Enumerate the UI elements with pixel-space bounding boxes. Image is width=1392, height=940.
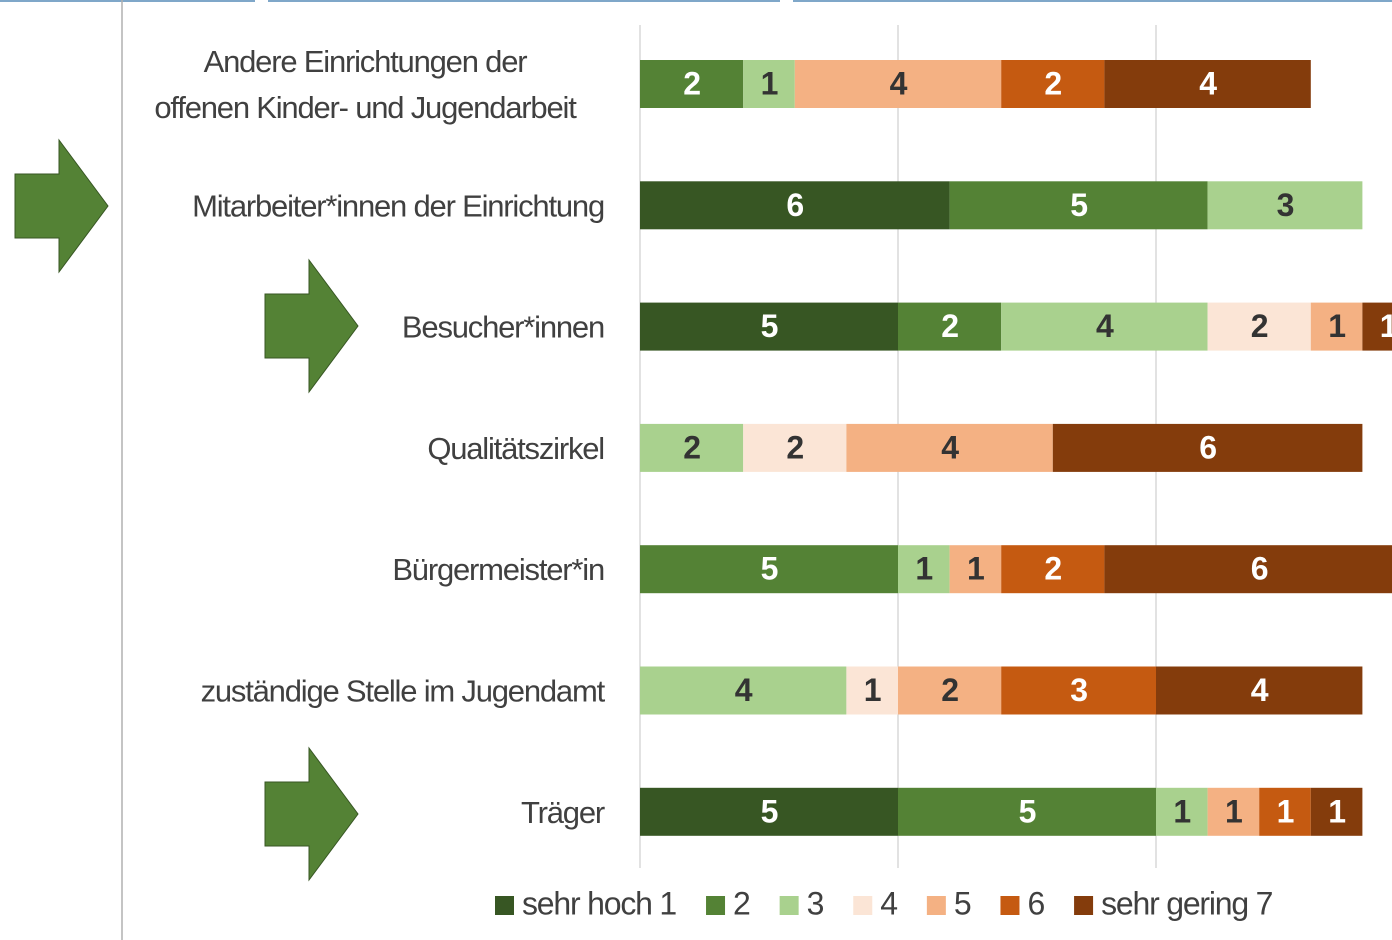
bar-segment	[640, 787, 898, 836]
bar-segment	[640, 423, 744, 472]
data-label: 4	[890, 65, 908, 101]
data-label: 2	[1044, 65, 1061, 101]
legend-swatch	[853, 896, 873, 915]
data-label: 1	[761, 65, 778, 101]
bar-segment	[1001, 666, 1156, 715]
bar-segment	[640, 545, 898, 594]
category-label: Besucher*innen	[402, 310, 604, 345]
data-label: 5	[761, 551, 778, 587]
data-label: 2	[1251, 308, 1268, 344]
data-label: 1	[1328, 308, 1345, 344]
data-label: 1	[1173, 793, 1190, 829]
data-label: 2	[683, 65, 700, 101]
data-label: 4	[1096, 308, 1114, 344]
data-label: 2	[1044, 551, 1061, 587]
bar-segment	[1052, 423, 1363, 472]
bar-segment	[640, 60, 744, 108]
data-label: 4	[735, 672, 753, 708]
data-label: 3	[1070, 672, 1087, 708]
legend-label: 4	[880, 885, 897, 921]
legend-label: 3	[807, 885, 824, 921]
bar-segment	[949, 181, 1208, 230]
data-label: 2	[941, 672, 958, 708]
legend-label: 5	[954, 885, 971, 921]
data-label: 4	[941, 429, 959, 465]
data-label: 5	[1019, 793, 1036, 829]
bar-segment	[1156, 787, 1208, 836]
bar-segment	[1362, 302, 1392, 351]
bar-segment	[743, 423, 847, 472]
data-label: 2	[941, 308, 958, 344]
arrow	[264, 746, 359, 882]
bar-segment	[1207, 302, 1311, 351]
data-label: 5	[761, 793, 778, 829]
category-label: Bürgermeister*in	[392, 552, 604, 587]
bar-segment	[1207, 787, 1260, 836]
arrow	[264, 258, 359, 394]
data-label: 6	[1251, 551, 1268, 587]
legend-label: 2	[733, 885, 750, 921]
data-label: 3	[1277, 187, 1294, 223]
data-label: 1	[1328, 793, 1345, 829]
data-label: 6	[786, 187, 803, 223]
data-label: 1	[1225, 793, 1242, 829]
bar-segment	[1001, 545, 1105, 594]
legend-swatch	[779, 896, 799, 915]
bar-segment	[898, 545, 950, 594]
bar-segment	[949, 545, 1002, 594]
legend-swatch	[495, 896, 514, 915]
legend-label: 6	[1027, 885, 1044, 921]
bar-segment	[1259, 787, 1311, 836]
bar-segment	[846, 666, 898, 715]
legend-swatch	[1074, 896, 1094, 915]
data-label: 2	[786, 429, 803, 465]
data-label: 5	[1070, 187, 1087, 223]
data-label: 2	[683, 429, 700, 465]
bar-segment	[794, 60, 1002, 108]
data-label: 5	[761, 308, 778, 344]
data-label: 6	[1199, 429, 1216, 465]
bar-segment	[846, 423, 1053, 472]
legend-swatch	[1000, 896, 1020, 915]
bar-segment	[898, 666, 1002, 715]
category-label: Qualitätszirkel	[427, 431, 604, 466]
data-label: 1	[864, 672, 881, 708]
bar-segment	[640, 181, 950, 230]
bar-segment	[1310, 787, 1363, 836]
bar-segment	[1310, 302, 1363, 351]
data-label: 1	[1380, 308, 1392, 344]
bar-segment	[640, 302, 898, 351]
bar-segment	[743, 60, 795, 108]
legend-label: sehr gering 7	[1101, 885, 1273, 921]
category-label: Mitarbeiter*innen der Einrichtung	[192, 188, 604, 223]
legend-swatch	[706, 896, 726, 915]
bar-segment	[1001, 60, 1105, 108]
data-label: 4	[1251, 672, 1269, 708]
data-label: 1	[1277, 793, 1294, 829]
bar-segment	[1156, 666, 1363, 715]
data-label: 1	[915, 551, 932, 587]
bar-segment	[1001, 302, 1208, 351]
category-label: Andere Einrichtungen der offenen Kinder- …	[154, 44, 577, 125]
bar-segment	[640, 666, 847, 715]
bar-segment	[898, 787, 1156, 836]
data-label: 1	[967, 551, 984, 587]
category-label: Träger	[521, 795, 605, 830]
legend-label: sehr hoch 1	[522, 885, 676, 921]
legend-swatch	[926, 896, 946, 915]
bar-segment	[1104, 545, 1392, 594]
data-label: 4	[1199, 65, 1217, 101]
category-label: zuständige Stelle im Jugendamt	[201, 674, 606, 709]
bar-segment	[1104, 60, 1311, 108]
arrow	[14, 138, 109, 274]
bar-segment	[1207, 181, 1363, 230]
bar-segment	[898, 302, 1002, 351]
